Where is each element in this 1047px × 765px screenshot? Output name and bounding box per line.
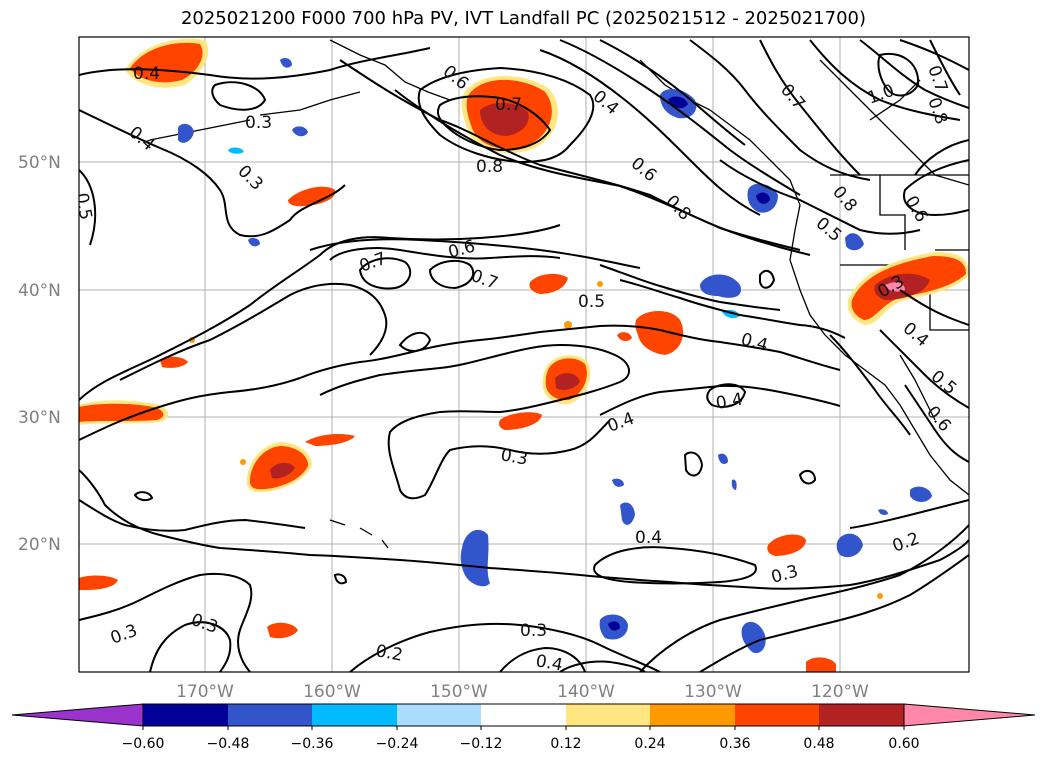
colorbar-segment: [228, 704, 312, 726]
lon-label: 150°W: [430, 682, 488, 702]
colorbar-segment: [312, 704, 397, 726]
contour-label: 0.4: [133, 64, 160, 84]
contour-label: 0.4: [534, 651, 564, 675]
latitude-labels: 50°N 40°N 30°N 20°N: [18, 153, 61, 555]
lon-label: 130°W: [684, 682, 742, 702]
colorbar-tick-label: 0.24: [634, 736, 665, 752]
colorbar: −0.60 −0.48 −0.36 −0.24 −0.12 0.12 0.24 …: [11, 703, 1036, 752]
lat-label: 50°N: [18, 153, 61, 173]
colorbar-tick-label: −0.60: [122, 736, 165, 752]
contour-label: 0.4: [635, 528, 662, 548]
contour-label: 0.5: [578, 292, 605, 312]
map-border: [78, 36, 970, 673]
coastlines: [149, 39, 969, 549]
positive-anomaly-fields: [79, 38, 969, 672]
colorbar-tick-label: 0.60: [888, 736, 919, 752]
colorbar-tick-label: 0.12: [550, 736, 581, 752]
longitude-labels: 170°W 160°W 150°W 140°W 130°W 120°W: [176, 682, 869, 702]
colorbar-segment: [397, 704, 481, 726]
negative-anomaly-fields: [178, 57, 932, 654]
contour-label: 0.8: [476, 157, 503, 177]
colorbar-tick-label: −0.12: [460, 736, 503, 752]
contour-label: 0.3: [520, 621, 547, 641]
colorbar-segment: [650, 704, 735, 726]
colorbar-tick-label: −0.36: [291, 736, 334, 752]
colorbar-outline: [142, 703, 905, 727]
colorbar-tick-label: −0.24: [376, 736, 419, 752]
lat-label: 40°N: [18, 281, 61, 301]
colorbar-tick-label: 0.36: [719, 736, 750, 752]
pv-contours: [79, 39, 969, 672]
lat-label: 20°N: [18, 535, 61, 555]
lon-label: 120°W: [811, 682, 869, 702]
lon-label: 170°W: [176, 682, 234, 702]
lon-label: 160°W: [303, 682, 361, 702]
colorbar-segment: [735, 704, 819, 726]
colorbar-segment: [143, 704, 228, 726]
colorbar-left-extension: [11, 703, 144, 727]
lat-label: 30°N: [18, 408, 61, 428]
colorbar-right-extension: [903, 703, 1036, 727]
contour-label: 0.3: [245, 113, 272, 133]
map-title: 2025021200 F000 700 hPa PV, IVT Landfall…: [180, 8, 867, 29]
contour-label: 0.3: [499, 445, 529, 469]
colorbar-tick-label: 0.48: [803, 736, 834, 752]
contour-label: 0.4: [714, 390, 744, 414]
contour-label: 0.2: [374, 641, 404, 665]
colorbar-segment: [819, 704, 904, 726]
colorbar-tick-label: −0.48: [207, 736, 250, 752]
colorbar-segment: [481, 704, 566, 726]
contour-label: 0.7: [495, 95, 522, 115]
lon-label: 140°W: [557, 682, 615, 702]
contour-label: 0.5: [71, 191, 95, 221]
colorbar-segment: [566, 704, 650, 726]
